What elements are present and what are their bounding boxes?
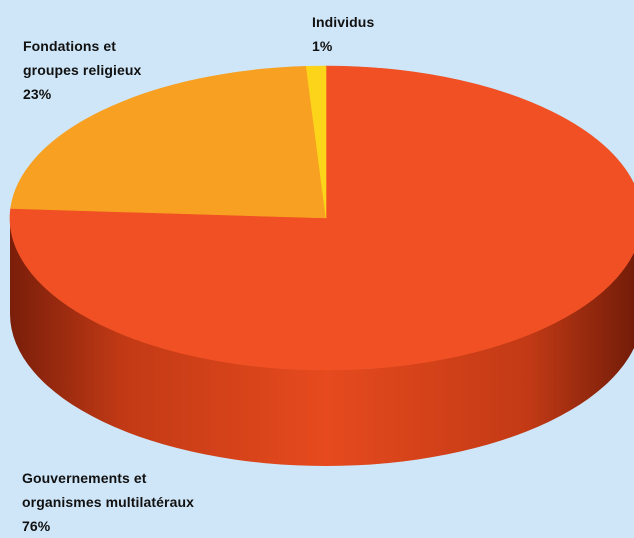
slice-label-line: organismes multilatéraux — [22, 494, 195, 510]
slice-label-fondations: Fondations et groupes religieux 23% — [23, 34, 141, 106]
pie-slice-1 — [10, 65, 327, 219]
slice-label-line: groupes religieux — [23, 62, 142, 78]
slice-label-line: Fondations et — [23, 38, 117, 54]
slice-label-percent: 76% — [22, 518, 51, 534]
pie-side-wall — [10, 218, 634, 466]
pie-slice-2 — [305, 65, 327, 219]
slice-label-percent: 1% — [312, 38, 333, 54]
slice-label-individus: Individus 1% — [312, 10, 374, 58]
slice-label-line: Gouvernements et — [22, 470, 147, 486]
slice-label-gouvernements: Gouvernements et organismes multilatérau… — [22, 466, 194, 538]
slice-label-line: Individus — [312, 14, 375, 30]
slice-label-percent: 23% — [23, 86, 52, 102]
